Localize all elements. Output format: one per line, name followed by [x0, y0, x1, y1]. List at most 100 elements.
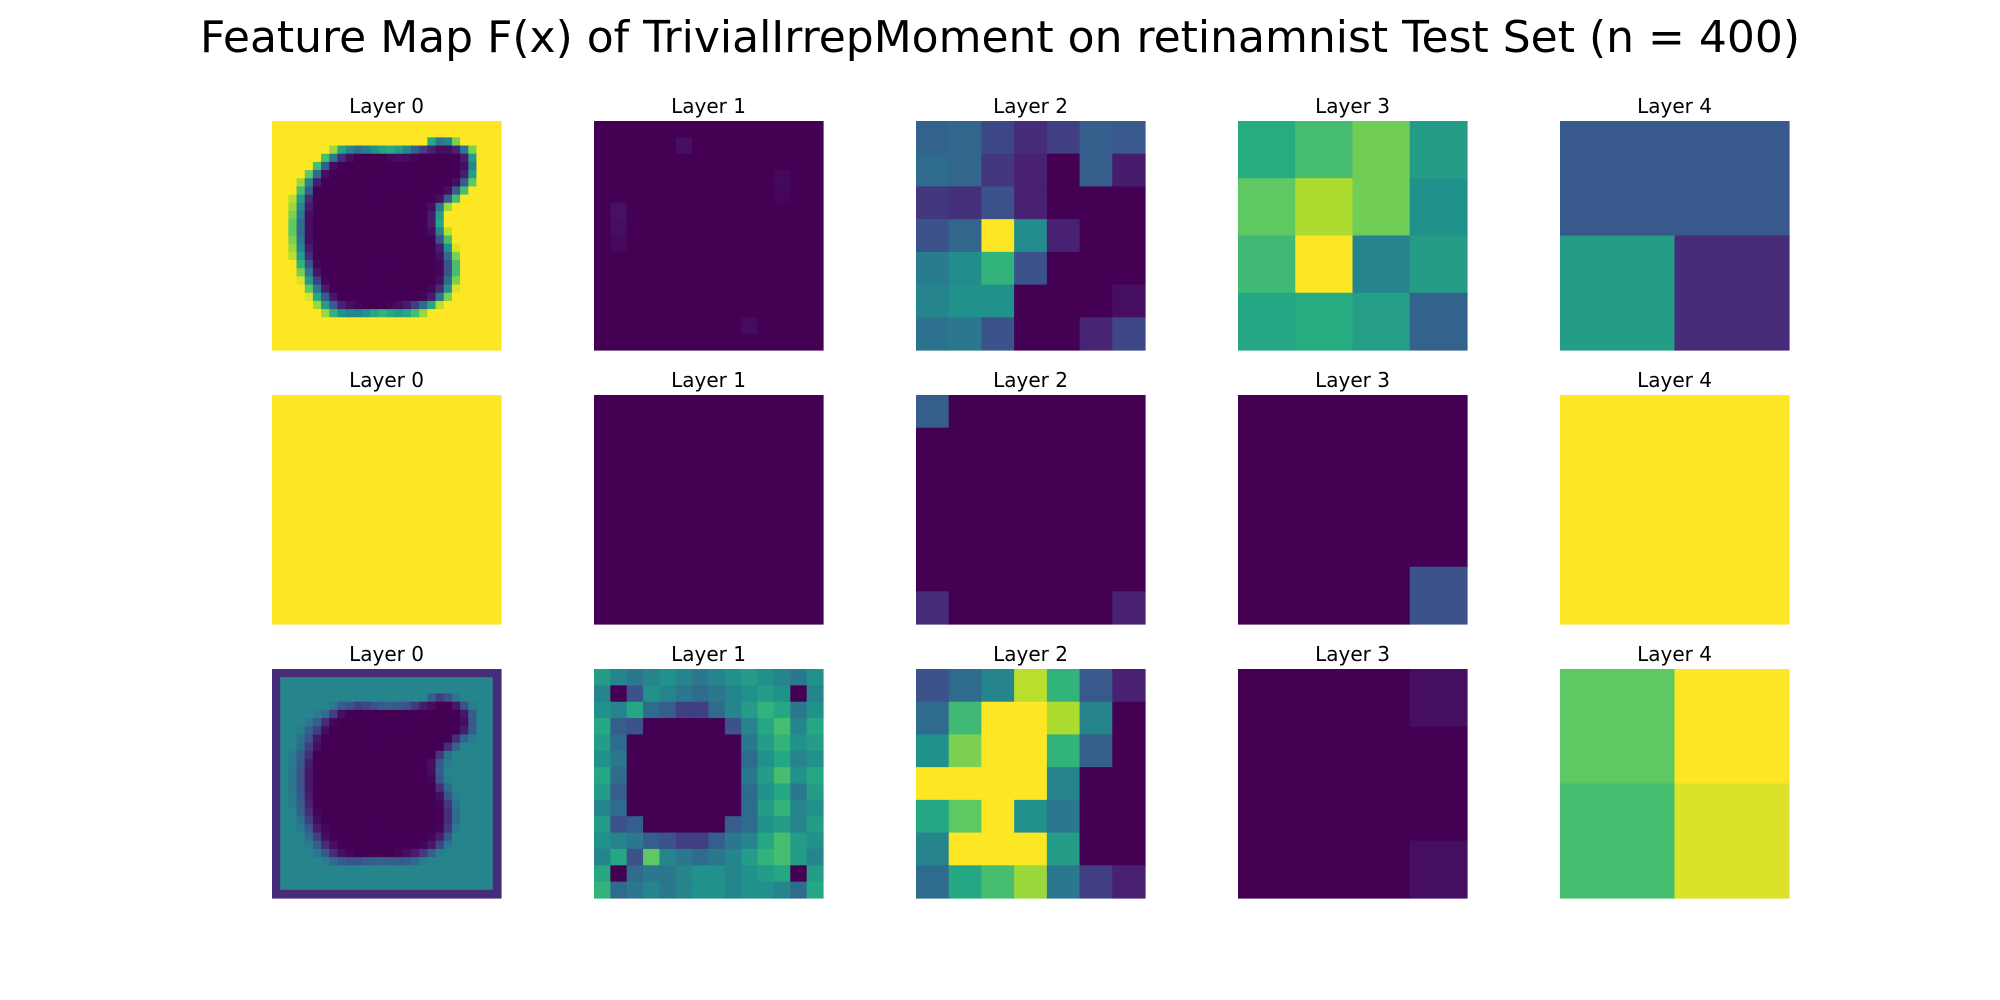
heatmap-cell	[484, 419, 494, 429]
heatmap-cell	[806, 767, 824, 785]
heatmap-cell	[626, 767, 644, 785]
heatmap-cell	[345, 435, 355, 445]
heatmap-cell	[741, 476, 759, 494]
heatmap-cell	[610, 411, 628, 429]
heatmap-cell	[296, 783, 306, 793]
heatmap-cell	[370, 444, 379, 453]
heatmap-cell	[460, 235, 469, 245]
heatmap-cell	[361, 534, 371, 543]
heatmap-cell	[419, 857, 428, 866]
heatmap-cell	[345, 824, 355, 834]
heatmap-cell	[321, 268, 330, 277]
heatmap-cell	[378, 799, 388, 809]
heatmap-cell	[304, 848, 314, 858]
heatmap-cell	[443, 726, 453, 736]
heatmap-cell	[394, 767, 404, 776]
heatmap-cell	[296, 227, 306, 237]
heatmap-cell	[361, 435, 371, 445]
heatmap-cell	[312, 501, 322, 511]
heatmap-cell	[724, 525, 742, 543]
heatmap-cell	[378, 325, 388, 335]
heatmap-cell	[370, 202, 379, 212]
heatmap-cell	[492, 260, 502, 269]
heatmap-cell	[724, 186, 742, 204]
heatmap-cell	[280, 121, 289, 130]
heatmap-cell	[1238, 509, 1296, 568]
heatmap-cell	[435, 791, 445, 801]
heatmap-cell	[394, 799, 404, 809]
heatmap-cell	[916, 395, 950, 429]
heatmap-cell	[345, 137, 355, 147]
heatmap-cell	[370, 591, 379, 601]
heatmap-cell	[948, 493, 983, 527]
heatmap-cell	[288, 194, 298, 204]
heatmap-cell	[451, 517, 461, 527]
heatmap-cell	[468, 210, 478, 220]
heatmap-cell	[435, 145, 445, 155]
heatmap-cell	[594, 121, 611, 138]
heatmap-cell	[594, 460, 611, 478]
heatmap-cell	[329, 243, 339, 253]
heatmap-cell	[329, 210, 339, 220]
heatmap-cell	[296, 816, 306, 825]
heatmap-cell	[361, 284, 371, 294]
heatmap-cell	[468, 865, 478, 875]
heatmap-cell	[741, 832, 759, 850]
heatmap-cell	[272, 333, 281, 343]
heatmap-cell	[304, 268, 314, 277]
heatmap-cell	[460, 202, 469, 212]
heatmap-cell	[288, 832, 298, 842]
heatmap-cell	[626, 865, 644, 883]
heatmap-cell	[451, 734, 461, 744]
heatmap-cell	[594, 219, 611, 237]
heatmap-cell	[280, 599, 289, 609]
heatmap-cell	[296, 186, 306, 196]
heatmap-cell	[394, 734, 404, 744]
heatmap-cell	[402, 783, 412, 793]
heatmap-cell	[451, 194, 461, 204]
heatmap-cell	[386, 227, 396, 237]
heatmap-cell	[492, 219, 502, 228]
heatmap-cell	[411, 709, 420, 719]
heatmap-cell	[378, 677, 388, 686]
heatmap-cell	[443, 542, 453, 551]
heatmap-cell	[419, 317, 428, 327]
heatmap-cell	[435, 816, 445, 825]
heatmap-cell	[378, 341, 388, 351]
heatmap-cell	[312, 468, 322, 478]
heatmap-cell	[280, 251, 289, 261]
heatmap-cell	[345, 701, 355, 711]
heatmap-cell	[296, 468, 306, 478]
heatmap-cell	[741, 558, 759, 576]
heatmap-cell	[321, 227, 330, 237]
heatmap-cell	[280, 145, 289, 155]
heatmap-cell	[476, 525, 486, 535]
heatmap-cell	[468, 194, 478, 204]
heatmap-cell	[1352, 452, 1411, 511]
heatmap-cell	[594, 701, 611, 719]
heatmap-cell	[353, 284, 363, 294]
heatmap-cell	[353, 550, 363, 560]
heatmap-cell	[948, 832, 983, 866]
heatmap-cell	[288, 775, 298, 785]
heatmap-cell	[916, 525, 950, 560]
heatmap-cell	[1409, 178, 1468, 237]
heatmap-cell	[643, 202, 661, 220]
heatmap-cell	[329, 509, 339, 519]
heatmap-cell	[370, 419, 379, 429]
heatmap-cell	[1295, 783, 1354, 842]
heatmap-cell	[659, 509, 677, 527]
heatmap-cell	[280, 268, 289, 277]
heatmap-cell	[675, 607, 693, 625]
heatmap-cell	[492, 865, 502, 875]
heatmap-cell	[402, 284, 412, 294]
heatmap-cell	[460, 783, 469, 793]
heatmap-cell	[451, 783, 461, 793]
heatmap-cell	[304, 170, 314, 179]
heatmap-cell	[288, 121, 298, 130]
heatmap-cell	[1295, 509, 1354, 568]
heatmap-cell	[659, 317, 677, 335]
heatmap-cell	[460, 799, 469, 809]
heatmap-cell	[394, 427, 404, 437]
heatmap-cell	[353, 517, 363, 527]
